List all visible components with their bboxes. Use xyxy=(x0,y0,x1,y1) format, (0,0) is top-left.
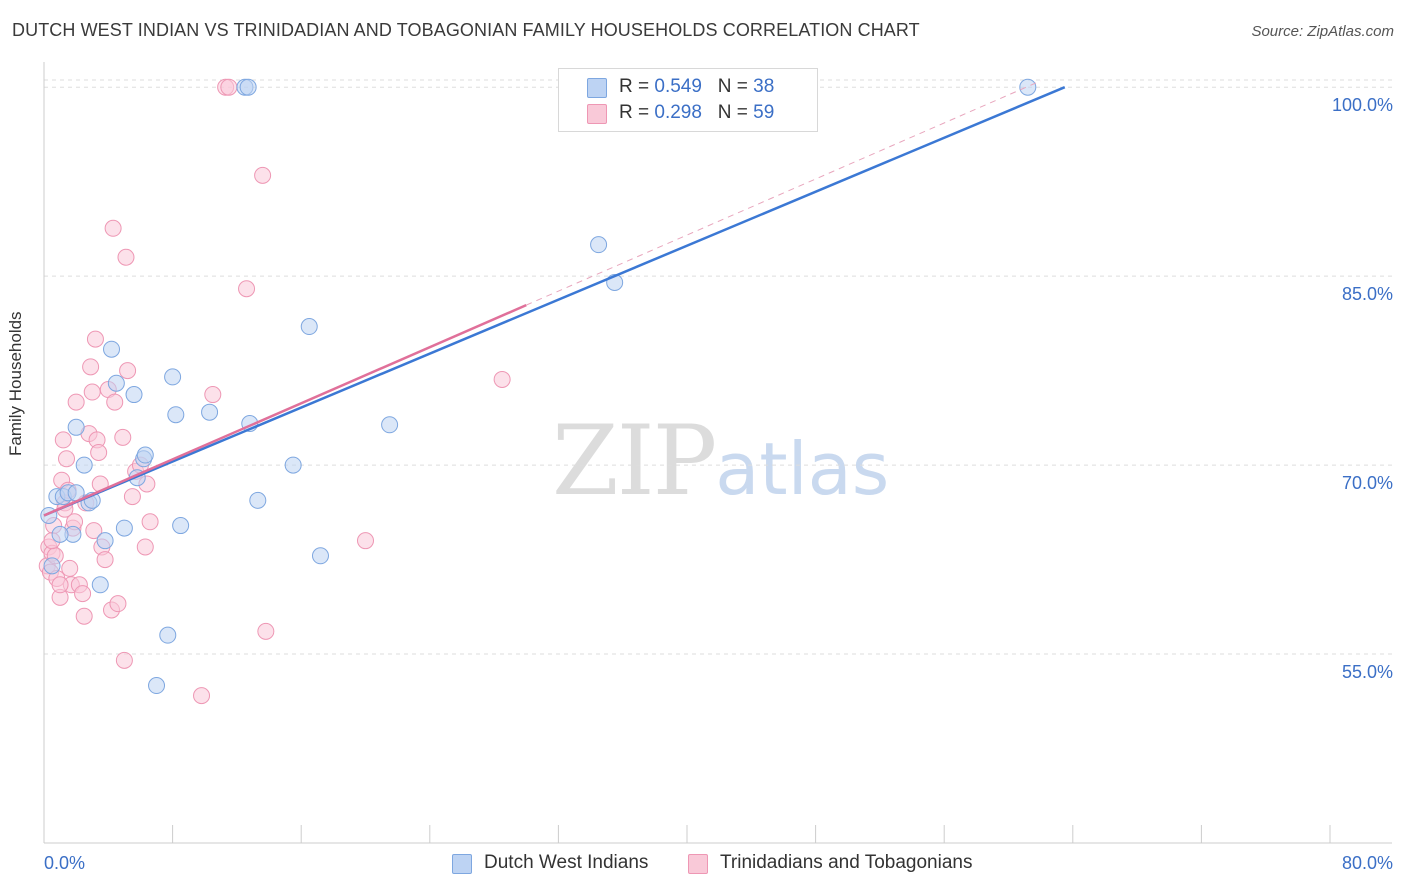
data-point-trinidadian xyxy=(86,330,104,348)
data-point-dutch-west-indian xyxy=(239,78,257,96)
data-point-dutch-west-indian xyxy=(381,416,399,434)
source-label: Source: ZipAtlas.com xyxy=(1251,23,1394,40)
data-point-trinidadian xyxy=(114,428,132,446)
legend-label: Trinidadians and Tobagonians xyxy=(720,852,973,873)
gridlines xyxy=(44,79,1392,655)
data-point-dutch-west-indian xyxy=(115,519,133,537)
data-point-trinidadian xyxy=(109,595,127,613)
legend-swatch-pink xyxy=(587,104,607,124)
trend-line-trinidadian xyxy=(43,303,527,517)
legend-r-label: R = xyxy=(619,102,650,123)
y-tick-label: 85.0% xyxy=(1342,284,1393,304)
data-point-trinidadian xyxy=(238,280,256,298)
data-point-dutch-west-indian xyxy=(75,456,93,474)
data-point-trinidadian xyxy=(220,78,238,96)
watermark-atlas: atlas xyxy=(715,427,890,511)
y-axis-label: Family Households xyxy=(6,311,25,456)
trend-lines xyxy=(43,80,1066,517)
data-point-dutch-west-indian xyxy=(300,318,318,336)
data-point-trinidadian xyxy=(115,651,133,669)
data-point-trinidadian xyxy=(85,522,103,540)
legend-r-label: R = xyxy=(619,76,650,97)
legend-r-value: 0.298 xyxy=(654,102,702,123)
data-point-trinidadian xyxy=(96,551,114,569)
data-point-trinidadian xyxy=(74,585,92,603)
trend-line-dutch-west-indian xyxy=(43,86,1066,517)
data-point-trinidadian xyxy=(357,532,374,550)
data-point-dutch-west-indian xyxy=(159,626,177,644)
data-point-dutch-west-indian xyxy=(125,386,143,404)
data-point-trinidadian xyxy=(90,444,108,461)
y-tick-label: 55.0% xyxy=(1342,662,1393,682)
data-point-trinidadian xyxy=(136,538,154,556)
data-point-dutch-west-indian xyxy=(148,677,166,695)
data-point-trinidadian xyxy=(141,513,159,531)
data-point-dutch-west-indian xyxy=(590,236,608,254)
legend-r-value: 0.549 xyxy=(654,76,702,97)
legend-n-value: 59 xyxy=(753,102,775,123)
axes xyxy=(43,62,1392,844)
trend-extension-trinidadian xyxy=(526,80,1041,306)
data-point-trinidadian xyxy=(58,450,76,468)
data-point-dutch-west-indian xyxy=(284,456,302,474)
data-point-dutch-west-indian xyxy=(96,532,114,550)
data-point-dutch-west-indian xyxy=(167,406,185,424)
watermark: ZIPatlas xyxy=(552,405,889,517)
legend-swatch-blue xyxy=(587,78,607,98)
tick-labels: 55.0% 70.0% 85.0% 100.0% 0.0% 80.0% xyxy=(44,95,1393,873)
data-point-trinidadian xyxy=(106,393,124,411)
x-tick-label: 80.0% xyxy=(1342,853,1393,873)
data-point-dutch-west-indian xyxy=(201,403,219,421)
series-dutch-west-indian-points xyxy=(40,78,1037,695)
watermark-zip: ZIP xyxy=(552,405,717,517)
legend-n-value: 38 xyxy=(753,76,775,97)
data-point-dutch-west-indian xyxy=(67,418,85,436)
legend-n-label: N = xyxy=(717,76,748,97)
data-point-trinidadian xyxy=(123,488,141,506)
legend-n-label: N = xyxy=(717,102,748,123)
y-tick-label: 70.0% xyxy=(1342,473,1393,493)
data-point-trinidadian xyxy=(117,248,135,266)
legend-label: Dutch West Indians xyxy=(484,852,649,873)
series-trinidadian-points xyxy=(38,78,511,705)
data-point-dutch-west-indian xyxy=(107,374,125,392)
data-point-dutch-west-indian xyxy=(136,446,154,464)
data-point-dutch-west-indian xyxy=(172,517,190,535)
legend-swatch-blue xyxy=(452,854,472,874)
data-point-dutch-west-indian xyxy=(249,491,267,509)
data-point-trinidadian xyxy=(54,431,72,449)
x-tick-label: 0.0% xyxy=(44,853,85,873)
y-tick-label: 100.0% xyxy=(1332,95,1393,115)
data-point-dutch-west-indian xyxy=(43,557,61,575)
data-point-trinidadian xyxy=(204,386,222,404)
legend-swatch-pink xyxy=(688,854,708,874)
data-point-dutch-west-indian xyxy=(1019,78,1037,96)
data-point-trinidadian xyxy=(67,393,85,411)
data-point-trinidadian xyxy=(119,362,137,380)
data-point-dutch-west-indian xyxy=(91,576,109,594)
data-point-dutch-west-indian xyxy=(311,547,329,565)
data-point-trinidadian xyxy=(83,383,101,401)
data-point-trinidadian xyxy=(254,166,272,184)
correlation-legend: R = 0.549 N = 38 R = 0.298 N = 59 xyxy=(558,68,818,132)
data-point-trinidadian xyxy=(61,559,79,577)
data-point-trinidadian xyxy=(51,576,69,594)
data-point-trinidadian xyxy=(257,622,275,640)
chart-title: DUTCH WEST INDIAN VS TRINIDADIAN AND TOB… xyxy=(12,20,920,40)
data-point-dutch-west-indian xyxy=(51,525,69,543)
data-point-trinidadian xyxy=(493,370,511,388)
data-point-dutch-west-indian xyxy=(164,368,182,386)
data-point-dutch-west-indian xyxy=(103,340,121,358)
data-point-trinidadian xyxy=(104,219,122,237)
data-point-trinidadian xyxy=(193,687,211,705)
data-point-trinidadian xyxy=(75,607,93,625)
data-point-trinidadian xyxy=(82,358,100,376)
